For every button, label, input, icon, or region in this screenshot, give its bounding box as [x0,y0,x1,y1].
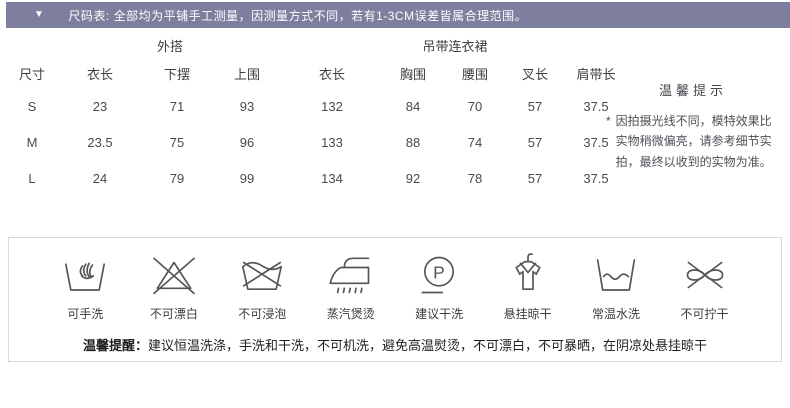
col-header: 胸围 [399,66,426,82]
table-cell: S [27,98,37,114]
table-cell: 23 [92,98,108,114]
care-item: 常温水洗 [578,250,654,322]
group-header-dress: 吊带连衣裙 [422,38,488,54]
table-row: M 23.5 75 96 133 88 74 57 37.5 [6,124,628,160]
col-header: 衣长 [86,66,113,82]
care-label: 蒸汽煲烫 [326,307,375,321]
size-table-section: 外搭 吊带连衣裙 尺寸 衣长 下摆 上围 衣长 胸围 腰围 叉长 肩带长 S 2… [6,32,628,196]
care-reminder-text: 建议恒温洗涤，手洗和干洗，不可机洗，避免高温熨烫，不可漂白，不可暴晒，在阴凉处悬… [148,338,708,353]
table-cell: 37.5 [583,134,609,150]
svg-text:P: P [433,262,445,282]
table-header-row: 尺寸 衣长 下摆 上围 衣长 胸围 腰围 叉长 肩带长 [6,58,628,88]
normal-wash-icon [596,259,636,291]
table-cell: 37.5 [583,98,609,114]
table-cell: 70 [467,98,483,114]
no-soak-icon [242,261,283,290]
care-label: 可手洗 [67,307,104,321]
table-cell: 133 [321,134,343,150]
care-item: 不可漂白 [136,250,212,322]
table-cell: 78 [467,170,483,186]
table-cell: 132 [321,98,343,114]
warm-tips-title: 温馨提示 [658,83,727,98]
care-label: 常温水洗 [592,307,641,321]
care-label: 不可漂白 [149,307,198,321]
steam-iron-icon [329,257,370,294]
care-item: 不可浸泡 [224,250,300,322]
dropdown-arrow-icon: ▼ [34,9,45,20]
care-reminder-label: 温馨提醒： [82,338,148,353]
table-cell: 75 [169,134,185,150]
col-header: 肩带长 [576,66,616,82]
table-cell: 134 [321,170,343,186]
care-label: 建议干洗 [415,307,464,321]
table-cell: 57 [527,170,543,186]
warm-tips-panel: 温馨提示 * 因拍摄光线不同，模特效果比实物稍微偏亮，请参考细节实拍，最终以收到… [606,80,780,172]
table-cell: 96 [239,134,255,150]
table-cell: 84 [405,98,421,114]
care-icons-row: 可手洗 不可漂白 不可浸泡 蒸汽煲烫 [9,250,781,322]
table-cell: 74 [467,134,483,150]
col-header: 下摆 [163,66,190,82]
table-cell: 37.5 [583,170,609,186]
care-label: 不可浸泡 [238,307,287,321]
banner-text: 尺码表: 全部均为平铺手工测量，因测量方式不同，若有1-3CM误差皆属合理范围。 [68,8,528,23]
care-label: 悬挂晾干 [503,307,552,321]
care-item: 可手洗 [47,250,123,322]
table-cell: 57 [527,98,543,114]
dry-clean-icon: P [421,256,455,294]
asterisk-marker: * [606,114,611,128]
col-header: 叉长 [521,66,548,82]
table-cell: 24 [92,170,108,186]
group-header-outer: 外搭 [156,38,183,54]
col-header-size: 尺寸 [18,66,45,82]
col-header: 腰围 [461,66,488,82]
table-cell: 88 [405,134,421,150]
col-header: 衣长 [318,66,345,82]
table-cell: 99 [239,170,255,186]
no-wring-icon [686,261,723,289]
table-cell: 23.5 [87,134,113,150]
care-item: 蒸汽煲烫 [313,250,389,322]
hang-dry-icon [515,253,541,290]
size-chart-banner: ▼ 尺码表: 全部均为平铺手工测量，因测量方式不同，若有1-3CM误差皆属合理范… [6,2,790,28]
care-item: 悬挂晾干 [490,250,566,322]
table-cell: 93 [239,98,255,114]
care-item: P 建议干洗 [401,250,477,322]
table-group-header-row: 外搭 吊带连衣裙 [6,32,628,58]
care-instructions-box: 可手洗 不可漂白 不可浸泡 蒸汽煲烫 [8,237,782,362]
table-cell: 79 [169,170,185,186]
table-cell: 92 [405,170,421,186]
table-cell: L [28,170,36,186]
col-header: 上围 [233,66,260,82]
care-item: 不可拧干 [667,250,743,322]
empty-cell [6,32,58,58]
table-cell: 57 [527,134,543,150]
size-table: 外搭 吊带连衣裙 尺寸 衣长 下摆 上围 衣长 胸围 腰围 叉长 肩带长 S 2… [6,32,628,196]
warm-tips-text: 因拍摄光线不同，模特效果比实物稍微偏亮，请参考细节实拍，最终以收到的实物为准。 [615,114,772,169]
table-row: L 24 79 99 134 92 78 57 37.5 [6,160,628,196]
table-cell: 71 [169,98,185,114]
hand-wash-icon [65,262,106,291]
table-cell: M [26,134,38,150]
table-row: S 23 71 93 132 84 70 57 37.5 [6,88,628,124]
no-bleach-icon [153,257,195,295]
care-reminder: 温馨提醒：建议恒温洗涤，手洗和干洗，不可机洗，避免高温熨烫，不可漂白，不可暴晒，… [9,335,781,354]
care-label: 不可拧干 [680,307,729,321]
